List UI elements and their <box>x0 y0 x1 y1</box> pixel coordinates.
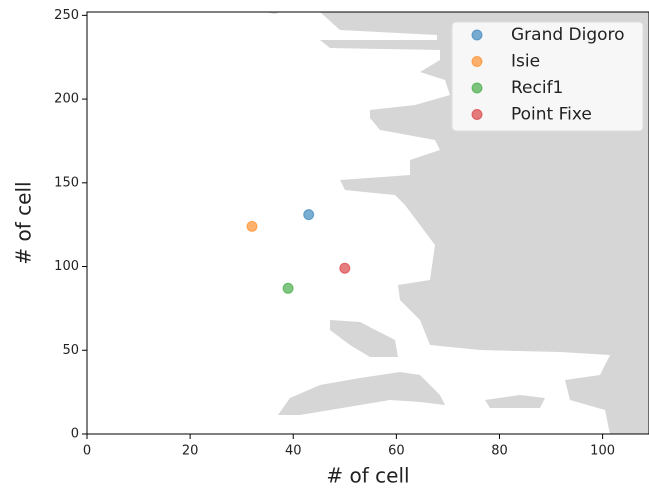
y-tick-label: 50 <box>62 343 79 358</box>
legend-marker <box>471 82 483 94</box>
y-tick-label: 100 <box>54 259 79 274</box>
legend-label: Point Fixe <box>511 105 592 125</box>
y-tick-label: 250 <box>54 8 79 23</box>
legend-marker <box>471 109 483 120</box>
island <box>278 372 445 415</box>
x-tick-label: 40 <box>285 444 302 459</box>
x-tick-label: 60 <box>388 444 405 459</box>
plot-frame <box>86 11 649 435</box>
x-tick-label: 0 <box>83 444 91 459</box>
legend-marker <box>471 29 483 41</box>
island <box>330 320 398 357</box>
island <box>485 395 545 408</box>
y-axis-label: # of cell <box>12 181 36 264</box>
legend-box <box>451 21 644 132</box>
legend-label: Grand Digoro <box>511 25 625 45</box>
point <box>246 220 258 232</box>
x-axis-label: # of cell <box>326 464 409 488</box>
x-tick-label: 20 <box>182 444 199 459</box>
y-tick-label: 150 <box>54 175 79 190</box>
y-tick-label: 0 <box>71 427 79 442</box>
y-tick-label: 200 <box>54 92 79 107</box>
x-tick-label: 80 <box>491 444 508 459</box>
point <box>303 209 315 221</box>
legend-label: Recif1 <box>511 78 563 98</box>
x-tick-label: 100 <box>590 444 615 459</box>
legend-label: Isie <box>511 52 540 72</box>
point <box>339 262 351 274</box>
point <box>282 282 294 294</box>
legend-marker <box>471 56 483 67</box>
